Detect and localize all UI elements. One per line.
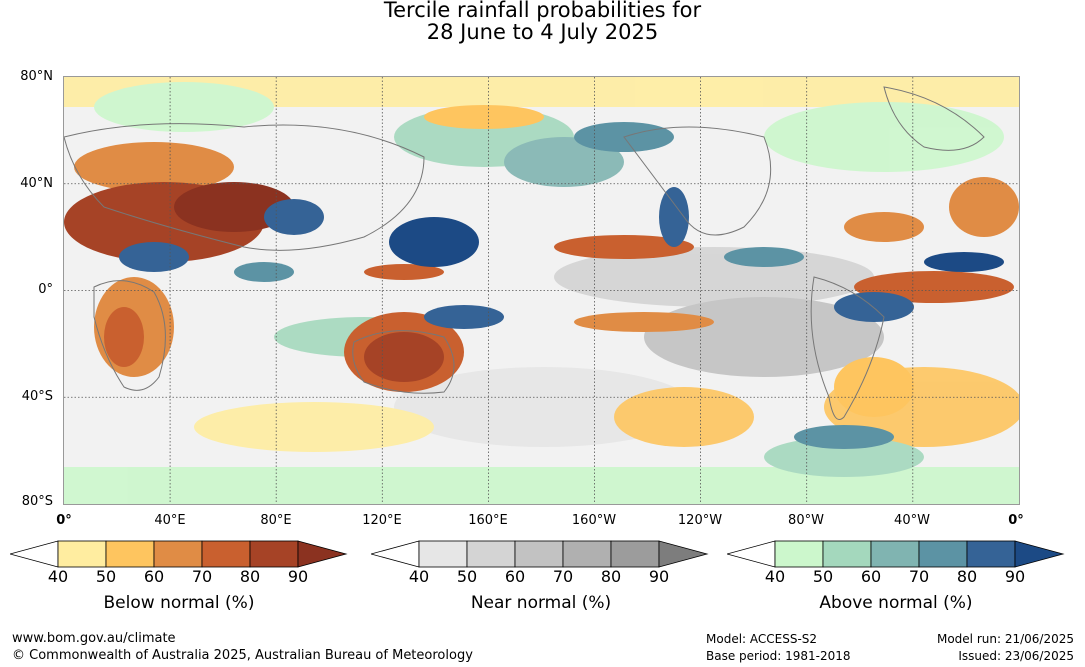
- map-title-line2: 28 June to 4 July 2025: [426, 20, 659, 44]
- tick-label: 50: [812, 567, 834, 586]
- lat-label-80n: 80°N: [20, 69, 53, 84]
- tick-label: 50: [95, 567, 117, 586]
- colorbar-segment: [514, 540, 564, 568]
- rainfall-probability-map: [63, 76, 1020, 505]
- tick-label: 40: [408, 567, 430, 586]
- colorbar-segment: [153, 540, 203, 568]
- colorbar-over-arrow: [297, 540, 348, 568]
- lon-label-160e: 160°E: [468, 513, 508, 528]
- tick-label: 60: [143, 567, 165, 586]
- colorbar-segment: [418, 540, 468, 568]
- colorbar-under-arrow: [10, 540, 59, 568]
- colorbar-under-arrow: [371, 540, 420, 568]
- colorbar-segment: [610, 540, 660, 568]
- colorbar-segment: [466, 540, 516, 568]
- tick-label: 60: [504, 567, 526, 586]
- model-name: Model: ACCESS-S2: [706, 632, 818, 646]
- lon-label-0-east: 0°: [1008, 513, 1024, 528]
- lon-label-160w: 160°W: [571, 513, 617, 528]
- lon-label-80e: 80°E: [260, 513, 292, 528]
- graticule: [64, 77, 1019, 504]
- lon-label-120w: 120°W: [677, 513, 723, 528]
- colorbar-segment: [774, 540, 824, 568]
- colorbar-under-arrow: [727, 540, 776, 568]
- copyright-text: © Commonwealth of Australia 2025, Austra…: [12, 648, 473, 663]
- below-normal-areas: [64, 105, 1019, 417]
- lat-label-0: 0°: [38, 282, 53, 297]
- tick-label: 80: [239, 567, 261, 586]
- map-title-line1: Tercile rainfall probabilities for: [383, 0, 702, 22]
- colorbar-near-normal: [371, 540, 711, 568]
- lon-label-40e: 40°E: [154, 513, 186, 528]
- colorbar-over-arrow: [658, 540, 709, 568]
- colorbar-segment: [822, 540, 872, 568]
- tick-label: 90: [648, 567, 670, 586]
- colorbar-below-normal: [10, 540, 350, 568]
- map-canvas: [64, 77, 1019, 504]
- tick-label: 60: [860, 567, 882, 586]
- colorbar-above-title: Above normal (%): [819, 593, 973, 613]
- colorbar-segment: [57, 540, 107, 568]
- colorbar-segment: [562, 540, 612, 568]
- issued-date: Issued: 23/06/2025: [958, 649, 1074, 663]
- colorbar-segment: [105, 540, 155, 568]
- tick-label: 90: [1004, 567, 1026, 586]
- colorbar-above-normal: [727, 540, 1067, 568]
- coastlines: [64, 86, 985, 420]
- colorbar-segment: [201, 540, 251, 568]
- colorbar-segment: [918, 540, 968, 568]
- colorbar-segment: [249, 540, 299, 568]
- lat-label-40s: 40°S: [21, 389, 53, 404]
- colorbar-segment: [966, 540, 1016, 568]
- tick-label: 40: [764, 567, 786, 586]
- base-period: Base period: 1981-2018: [706, 649, 851, 663]
- colorbar-below-title: Below normal (%): [103, 593, 255, 613]
- tick-label: 50: [456, 567, 478, 586]
- colorbar-segment: [870, 540, 920, 568]
- tick-label: 70: [552, 567, 574, 586]
- lon-label-80w: 80°W: [788, 513, 824, 528]
- lat-label-40n: 40°N: [20, 176, 53, 191]
- colorbar-over-arrow: [1014, 540, 1065, 568]
- tick-label: 80: [956, 567, 978, 586]
- tick-label: 40: [47, 567, 69, 586]
- tick-label: 70: [908, 567, 930, 586]
- colorbar-near-title: Near normal (%): [470, 593, 612, 613]
- lon-label-0-west: 0°: [56, 513, 72, 528]
- website-link[interactable]: www.bom.gov.au/climate: [12, 631, 176, 646]
- lon-label-120e: 120°E: [362, 513, 402, 528]
- lat-label-80s: 80°S: [21, 494, 53, 509]
- tick-label: 70: [191, 567, 213, 586]
- tick-label: 80: [600, 567, 622, 586]
- model-run-date: Model run: 21/06/2025: [936, 632, 1074, 646]
- lon-label-40w: 40°W: [894, 513, 930, 528]
- tick-label: 90: [287, 567, 309, 586]
